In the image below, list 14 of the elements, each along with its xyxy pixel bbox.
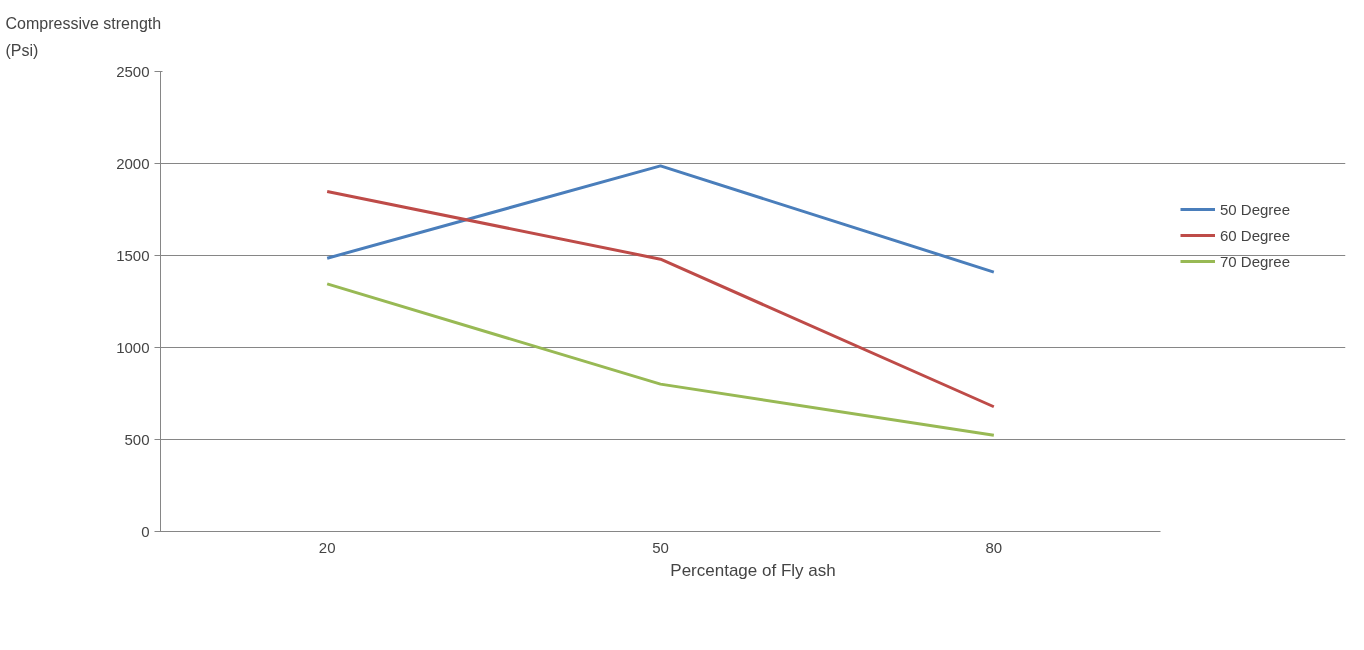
y-tick-label: 500 (124, 430, 150, 448)
y-tick-label: 1500 (116, 246, 150, 264)
legend-label: 50 Degree (1220, 200, 1291, 218)
y-tick-label: 0 (141, 522, 150, 540)
legend-label: 70 Degree (1220, 252, 1291, 270)
x-tick-label: 80 (985, 538, 1003, 556)
legend-label: 60 Degree (1220, 226, 1291, 244)
y-tick-label: 2000 (116, 154, 150, 172)
y-tick-label: 2500 (116, 62, 150, 80)
y-axis-title: Compressive strength (Psi) (5, 14, 162, 59)
x-tick-label: 20 (318, 538, 336, 556)
y-tick-label: 1000 (116, 338, 150, 356)
x-tick-label: 50 (652, 538, 669, 556)
x-axis-title: Percentage of Fly ash (670, 560, 836, 580)
